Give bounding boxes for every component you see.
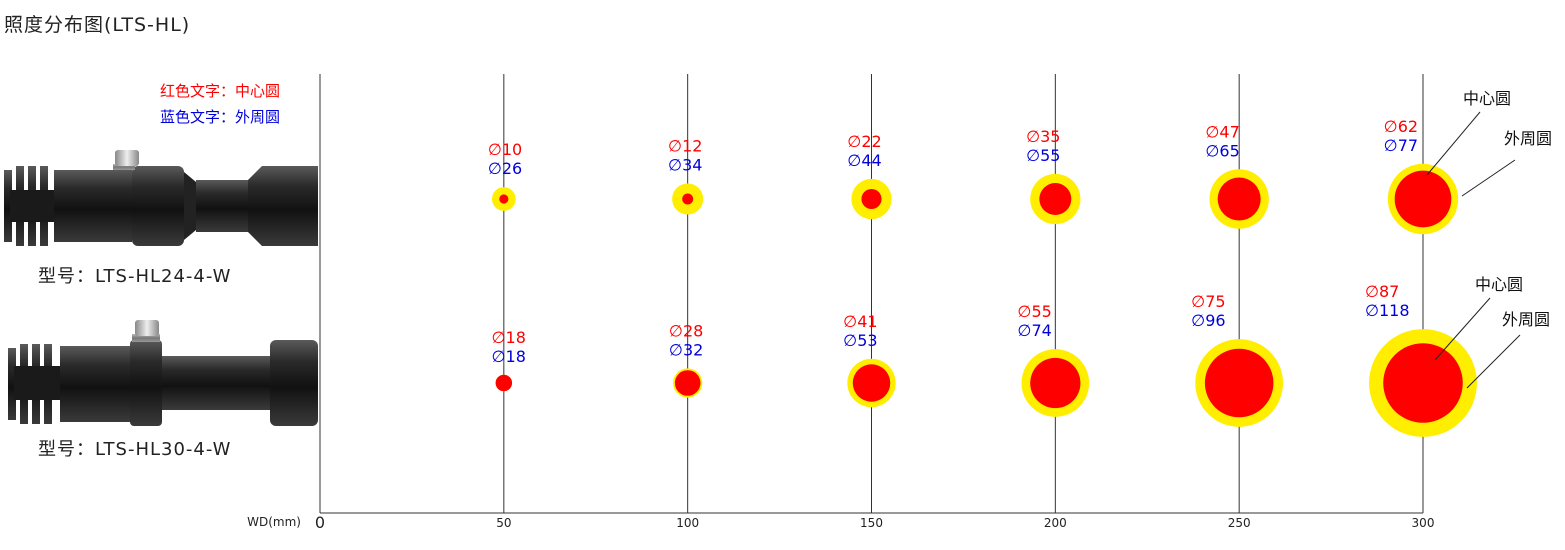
callout-line-center-1: [1426, 111, 1481, 176]
center-circle-1-150: [861, 188, 882, 210]
outer-diameter-label-1-200: ∅55: [1026, 146, 1060, 165]
center-diameter-label-1-200: ∅35: [1026, 127, 1060, 146]
x-tick-150: 150: [860, 516, 883, 530]
outer-diameter-label-2-200: ∅74: [1018, 321, 1052, 340]
center-diameter-label-1-150: ∅22: [847, 132, 881, 151]
center-diameter-label-1-250: ∅47: [1205, 122, 1239, 141]
model-label-2: 型号：LTS-HL30-4-W: [38, 439, 232, 460]
callout-outer-2: 外周圆: [1502, 310, 1550, 329]
callout-line-center-2: [1434, 297, 1491, 361]
center-circle-1-250: [1217, 177, 1261, 221]
outer-diameter-label-1-150: ∅44: [847, 151, 881, 170]
callout-outer-1: 外周圆: [1504, 129, 1552, 148]
x-tick-origin: 0: [315, 513, 325, 532]
model-label-1: 型号：LTS-HL24-4-W: [38, 266, 232, 287]
center-circle-2-150: [852, 364, 891, 402]
center-circle-1-100: [682, 193, 694, 205]
x-axis-label: WD(mm): [247, 515, 301, 529]
callout-center-2: 中心圆: [1475, 275, 1523, 294]
center-diameter-label-2-250: ∅75: [1191, 292, 1225, 311]
x-tick-100: 100: [676, 516, 699, 530]
center-diameter-label-2-100: ∅28: [669, 321, 703, 340]
center-diameter-label-1-100: ∅12: [668, 136, 702, 155]
x-tick-250: 250: [1228, 516, 1251, 530]
center-diameter-label-2-200: ∅55: [1018, 302, 1052, 321]
outer-diameter-label-2-100: ∅32: [669, 340, 703, 359]
x-tick-300: 300: [1412, 516, 1435, 530]
outer-diameter-label-1-50: ∅26: [488, 159, 522, 178]
center-circle-1-200: [1039, 183, 1072, 215]
x-tick-200: 200: [1044, 516, 1067, 530]
center-diameter-label-1-300: ∅62: [1384, 117, 1418, 136]
outer-diameter-label-2-50: ∅18: [492, 347, 526, 366]
page-title: 照度分布图(LTS-HL): [4, 14, 191, 36]
callout-center-1: 中心圆: [1463, 89, 1511, 108]
outer-diameter-label-2-150: ∅53: [843, 331, 877, 350]
center-circle-1-50: [499, 194, 509, 204]
outer-diameter-label-2-300: ∅118: [1365, 301, 1409, 320]
center-diameter-label-2-50: ∅18: [492, 328, 526, 347]
center-circle-2-300: [1383, 343, 1463, 423]
product-image-1: [4, 150, 318, 246]
x-tick-50: 50: [496, 516, 511, 530]
center-diameter-label-2-150: ∅41: [843, 312, 877, 331]
center-circle-2-100: [674, 370, 701, 396]
product-image-2: [8, 320, 318, 426]
callout-line-outer-1: [1461, 159, 1516, 197]
callout-line-outer-2: [1466, 334, 1521, 389]
center-circle-2-200: [1030, 357, 1081, 409]
legend-blue: 蓝色文字：外周圆: [160, 108, 281, 126]
center-diameter-label-1-50: ∅10: [488, 140, 522, 159]
center-diameter-label-2-300: ∅87: [1365, 282, 1399, 301]
center-circle-2-50: [495, 374, 513, 392]
outer-diameter-label-1-250: ∅65: [1205, 141, 1239, 160]
outer-diameter-label-1-100: ∅34: [668, 155, 702, 174]
center-circle-2-250: [1204, 348, 1274, 418]
legend-red: 红色文字：中心圆: [160, 82, 281, 100]
center-circle-1-300: [1394, 170, 1452, 228]
outer-diameter-label-1-300: ∅77: [1384, 136, 1418, 155]
outer-diameter-label-2-250: ∅96: [1191, 311, 1225, 330]
